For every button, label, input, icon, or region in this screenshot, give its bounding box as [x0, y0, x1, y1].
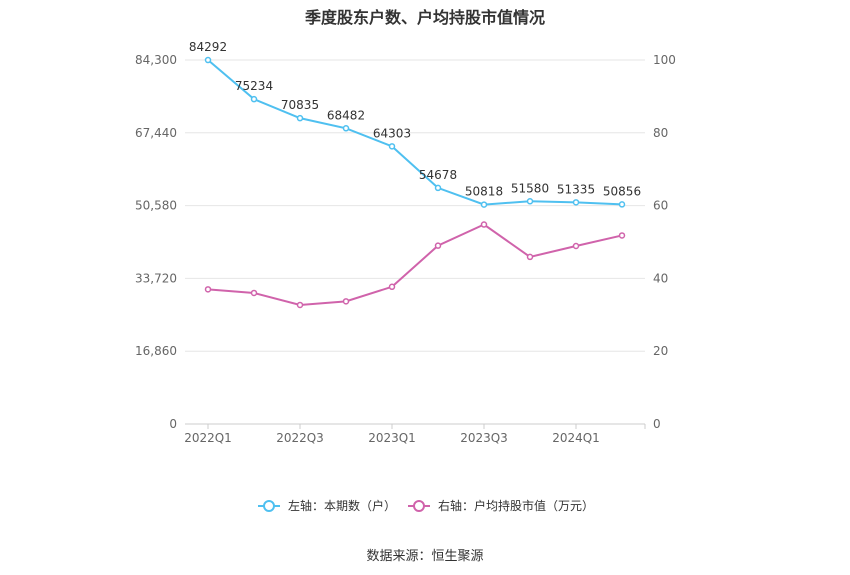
series-point-2 — [572, 242, 580, 250]
left-axis-tick-label: 67,440 — [135, 126, 177, 140]
series-point-1 — [526, 198, 534, 205]
series-point-2 — [250, 289, 258, 297]
series-point-2 — [342, 298, 350, 305]
right-axis-tick-label: 20 — [653, 344, 668, 358]
data-label: 75234 — [235, 79, 273, 93]
series-point-2 — [434, 242, 442, 249]
x-axis-tick-label: 2022Q1 — [184, 431, 232, 445]
left-axis-tick-label: 84,300 — [135, 53, 177, 67]
right-axis-tick-label: 0 — [653, 417, 661, 431]
series-point-2 — [296, 301, 304, 309]
x-axis-tick-label: 2023Q3 — [460, 431, 508, 445]
data-label: 68482 — [327, 108, 365, 122]
series-point-1 — [342, 125, 350, 132]
series-point-1 — [434, 184, 442, 192]
x-axis-tick-label: 2024Q1 — [552, 431, 600, 445]
right-axis-tick-label: 40 — [653, 271, 668, 285]
chart-title: 季度股东户数、户均持股市值情况 — [304, 8, 545, 27]
legend-marker-2 — [413, 500, 425, 512]
legend-label-1: 左轴：本期数（户） — [288, 498, 396, 513]
data-label: 84292 — [189, 40, 227, 54]
series-point-1 — [250, 95, 258, 103]
legend-marker-1 — [263, 500, 275, 512]
series-point-1 — [296, 114, 304, 122]
data-label: 50856 — [603, 184, 641, 198]
data-label: 50818 — [465, 185, 503, 199]
right-axis-tick-label: 60 — [653, 199, 668, 213]
data-label: 54678 — [419, 168, 457, 182]
left-axis-tick-label: 50,580 — [135, 199, 177, 213]
data-label: 51580 — [511, 181, 549, 195]
data-label: 51335 — [557, 182, 595, 196]
x-axis-tick-label: 2022Q3 — [276, 431, 324, 445]
left-axis-tick-label: 0 — [169, 417, 177, 431]
series-point-2 — [388, 283, 396, 291]
series-point-1 — [388, 143, 396, 150]
data-label: 70835 — [281, 98, 319, 112]
series-point-1 — [480, 201, 488, 208]
series-point-2 — [204, 286, 212, 293]
series-line-2 — [207, 223, 623, 306]
series-point-2 — [618, 232, 626, 239]
series-point-1 — [618, 201, 626, 208]
series-point-1 — [572, 199, 580, 206]
data-label: 64303 — [373, 126, 411, 140]
legend-label-2: 右轴：户均持股市值（万元） — [438, 498, 594, 513]
series-line-1 — [207, 59, 623, 206]
series-point-2 — [480, 221, 488, 228]
left-axis-tick-label: 16,860 — [135, 344, 177, 358]
series-point-1 — [204, 56, 212, 64]
x-axis-tick-label: 2023Q1 — [368, 431, 416, 445]
right-axis-tick-label: 80 — [653, 126, 668, 140]
left-axis-tick-label: 33,720 — [135, 271, 177, 285]
series-point-2 — [526, 253, 534, 261]
right-axis-tick-label: 100 — [653, 53, 676, 67]
data-source: 数据来源：恒生聚源 — [366, 549, 484, 564]
